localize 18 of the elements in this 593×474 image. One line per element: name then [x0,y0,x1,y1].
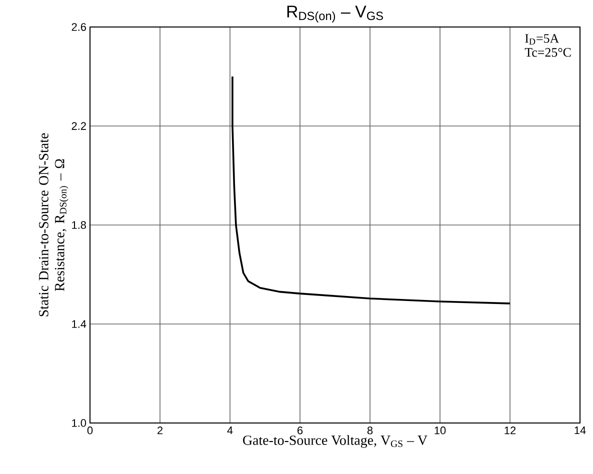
y-tick-label: 2.6 [72,23,86,31]
annotation: Tc=25°C [524,48,571,57]
y-tick-label: 1.8 [72,221,86,229]
x-tick-label: 0 [87,426,93,434]
x-tick-label: 4 [227,426,233,434]
line-series [232,76,511,304]
x-tick-label: 10 [434,426,446,434]
x-axis-title: Gate-to-Source Voltage, V$_{GS}$ – V [243,435,428,448]
x-tick-label: 12 [504,426,516,434]
x-tick-label: 6 [298,426,303,434]
x-tick-label: 14 [574,426,586,434]
x-tick-label: 8 [367,426,373,434]
annotation: I$_{D}$=5A [525,34,560,45]
y-tick-label: 1.0 [72,419,86,427]
chart-title: R$_{DS(on)}$ – V$_{GS}$ [287,6,383,22]
y-tick-label: 1.4 [72,320,86,328]
x-tick-label: 2 [158,426,162,434]
y-tick-label: 2.2 [72,122,86,130]
